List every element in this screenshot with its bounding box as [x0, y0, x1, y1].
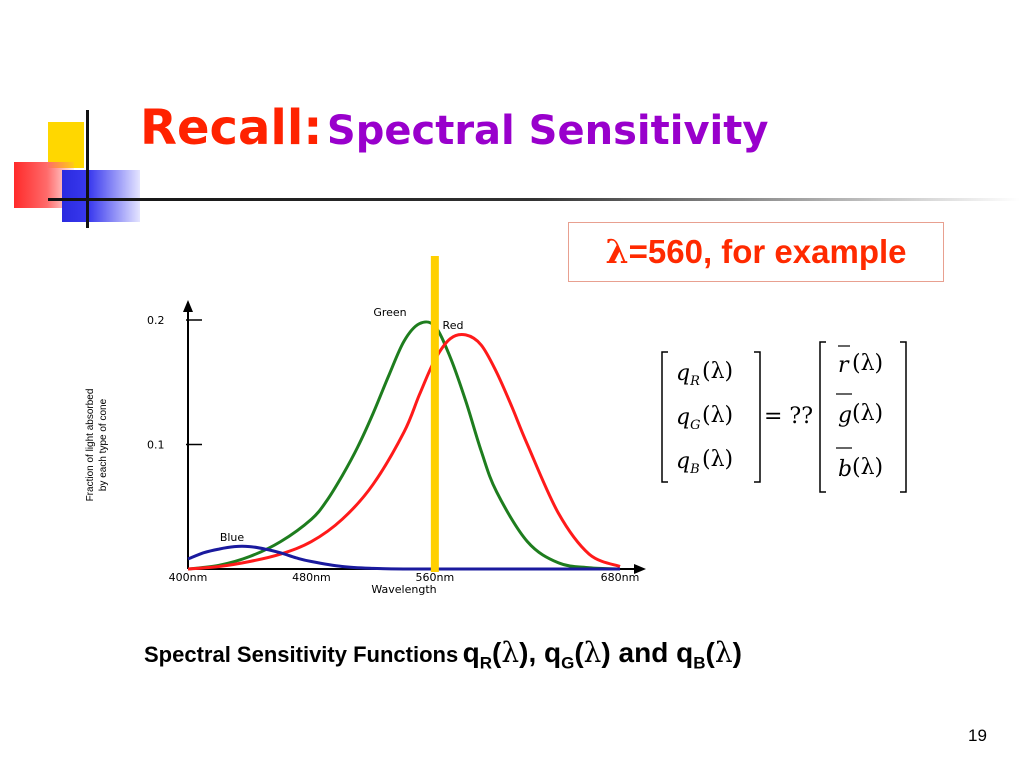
- matrix-equation: qR (λ) qG (λ) qB (λ) = ?? r (λ) g (λ) b …: [661, 341, 907, 493]
- decor-blue-square: [62, 170, 140, 222]
- matrix-q-r: qR: [676, 361, 700, 389]
- chart-axes: [183, 300, 646, 574]
- figure-caption: Spectral Sensitivity Functions qR(λ), qG…: [144, 636, 742, 674]
- callout-lambda: λ: [605, 232, 629, 271]
- x-tick-label-2: 560nm: [416, 571, 455, 584]
- slide-title: Recall: Spectral Sensitivity: [140, 100, 768, 156]
- title-prefix: Recall:: [140, 100, 323, 156]
- y-tick-label-0: 0.1: [147, 439, 165, 452]
- right-bracket-open: [819, 341, 826, 493]
- y-tick-label-1: 0.2: [147, 314, 165, 327]
- page-number: 19: [968, 726, 987, 745]
- matrix-gbar: g: [838, 403, 852, 428]
- series-red-label: Red: [443, 319, 464, 332]
- decor-vertical-line: [86, 110, 89, 228]
- matrix-rbar: r: [838, 353, 850, 378]
- caption-formula: qR(λ), qG(λ) and qB(λ): [462, 636, 742, 673]
- title-underline: [48, 198, 1020, 201]
- matrix-arg-r: (λ): [702, 359, 733, 384]
- matrix-equals: = ??: [764, 404, 813, 429]
- matrix-arg-gbar: (λ): [852, 401, 883, 426]
- x-axis-arrow: [634, 564, 646, 574]
- y-axis-label-line1: Fraction of light absorbed: [85, 389, 96, 502]
- wavelength-marker-560: [430, 256, 439, 572]
- matrix-arg-g: (λ): [702, 403, 733, 428]
- series-blue-label: Blue: [220, 531, 245, 544]
- left-bracket-open: [661, 351, 668, 483]
- left-bracket-close: [754, 351, 761, 483]
- x-axis-label: Wavelength: [371, 583, 436, 596]
- chart-labels: 0.1 0.2 400nm 480nm 560nm 680nm Wavelength Frac…: [85, 306, 639, 596]
- matrix-arg-b: (λ): [702, 447, 733, 472]
- series-blue-line: [187, 544, 620, 571]
- series-green-label: Green: [373, 306, 406, 319]
- x-tick-label-3: 680nm: [601, 571, 640, 584]
- y-axis-label: Fraction of light absorbed by each type o…: [85, 389, 109, 502]
- title-main: Spectral Sensitivity: [326, 108, 769, 154]
- right-bracket-close: [900, 341, 907, 493]
- matrix-arg-rbar: (λ): [852, 351, 883, 376]
- x-tick-label-0: 400nm: [169, 571, 208, 584]
- chart-curves: [187, 256, 621, 572]
- series-green-line: [187, 320, 621, 571]
- callout-text: =560, for example: [628, 233, 907, 270]
- matrix-arg-bbar: (λ): [852, 455, 883, 480]
- series-red-line: [187, 332, 621, 571]
- decor-yellow-square: [48, 122, 84, 168]
- matrix-bbar: b: [838, 457, 852, 482]
- caption-text: Spectral Sensitivity Functions: [144, 642, 459, 667]
- matrix-q-g: qG: [676, 405, 700, 433]
- y-axis-arrow: [183, 300, 193, 312]
- x-tick-label-1: 480nm: [292, 571, 331, 584]
- matrix-q-b: qB: [676, 449, 700, 477]
- y-axis-label-line2: by each type of cone: [98, 398, 109, 491]
- wavelength-callout: λ=560, for example: [568, 222, 944, 282]
